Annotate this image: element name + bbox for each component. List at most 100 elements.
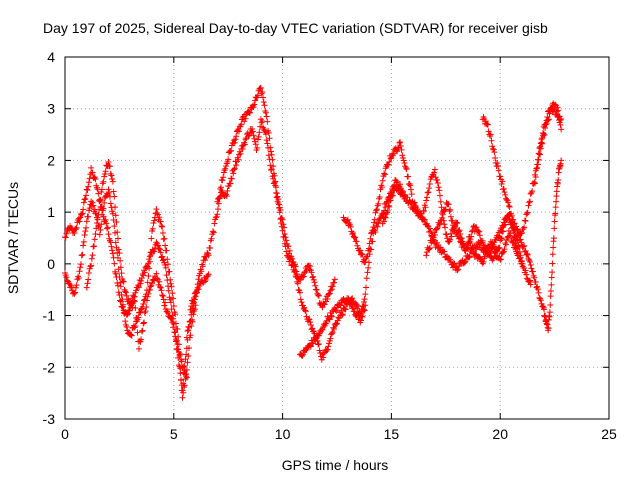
data-point [536,150,543,157]
data-point [89,252,96,259]
data-point [547,293,554,300]
data-point [84,187,91,194]
data-point [431,231,438,238]
data-point [76,218,83,225]
data-point [301,304,308,311]
data-point [138,274,145,281]
data-point [513,226,520,233]
data-point [168,283,175,290]
data-point [503,241,510,248]
data-point [460,240,467,247]
data-point [154,275,161,282]
data-point [102,168,109,175]
data-point [214,211,221,218]
data-point [157,246,164,253]
data-point [113,244,120,251]
data-point [385,202,392,209]
data-point [294,280,301,287]
data-point [451,223,458,230]
data-point [286,247,293,254]
data-point [547,287,554,294]
data-point [77,211,84,218]
data-point [295,286,302,293]
data-point [423,252,430,259]
data-point [546,309,553,316]
data-point [532,174,539,181]
data-point [522,218,529,225]
data-point [540,130,547,137]
data-point [71,230,78,237]
data-point [133,314,140,321]
data-point [157,249,164,256]
data-point [533,165,540,172]
data-point [109,178,116,185]
data-point [137,280,144,287]
data-point [283,248,290,255]
data-point [268,166,275,173]
data-point [435,184,442,191]
data-point [100,213,107,220]
data-point [436,187,443,194]
data-point [120,303,127,310]
data-point [320,324,327,331]
data-point [172,336,179,343]
data-point [526,277,533,284]
data-point [299,351,306,358]
data-point [558,126,565,133]
data-point [214,198,221,205]
data-point [407,199,414,206]
data-point [447,206,454,213]
data-point [159,223,166,230]
data-point [131,324,138,331]
data-point [508,212,515,219]
data-point [426,244,433,251]
data-point [281,230,288,237]
data-point [315,340,322,347]
data-point [145,272,152,279]
data-point [386,158,393,165]
data-point [113,274,120,281]
data-point [128,301,135,308]
data-point [468,233,475,240]
data-point [122,318,129,325]
data-point [498,180,505,187]
data-point [494,160,501,167]
data-point [423,194,430,201]
data-point [390,150,397,157]
data-point [358,250,365,257]
data-point [532,180,539,187]
data-point [124,311,131,318]
data-point [88,262,95,269]
data-point [360,299,367,306]
data-point [491,149,498,156]
data-point [83,192,90,199]
data-point [414,206,421,213]
data-point [307,343,314,350]
data-point [480,258,487,265]
x-tick-label: 20 [492,426,508,442]
data-point [548,274,555,281]
data-point [513,223,520,230]
data-point [178,376,185,383]
data-point [364,269,371,276]
data-point [78,211,85,218]
data-point [64,277,71,284]
data-point [187,317,194,324]
data-point [367,235,374,242]
data-point [549,251,556,258]
data-point [85,179,92,186]
data-point [279,227,286,234]
data-point [162,242,169,249]
data-point [380,173,387,180]
data-point [73,224,80,231]
data-point [438,204,445,211]
data-point [396,184,403,191]
data-point [146,258,153,265]
data-point [358,312,365,319]
data-point [421,208,428,215]
data-point [159,253,166,260]
data-point [298,299,305,306]
data-point [534,161,541,168]
data-point [311,336,318,343]
data-point [339,312,346,319]
